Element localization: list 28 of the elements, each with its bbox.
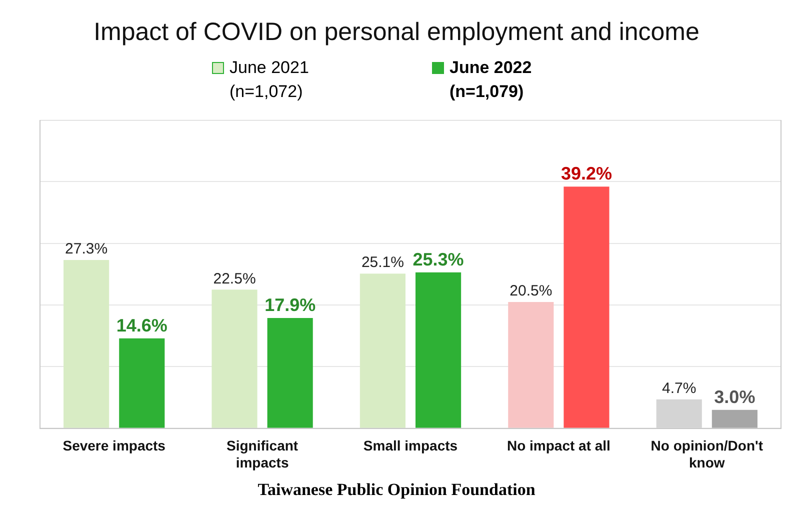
data-label: 14.6% [116, 315, 168, 336]
data-label: 22.5% [213, 270, 256, 288]
x-tick-label: Significant impacts [226, 438, 298, 470]
data-label: 3.0% [714, 386, 756, 407]
data-label: 20.5% [510, 282, 552, 300]
bar [416, 272, 462, 428]
data-label: 25.1% [361, 254, 404, 272]
bar [564, 186, 610, 428]
legend-label: June 2022 (n=1,079) [450, 57, 533, 103]
x-tick-label: No impact at all [506, 438, 610, 454]
data-label: 17.9% [264, 294, 316, 315]
data-label: 4.7% [662, 380, 696, 398]
x-tick-label: No opinion/Don't know [650, 438, 764, 470]
data-label: 27.3% [65, 240, 108, 258]
bar [119, 338, 165, 428]
data-label: 39.2% [560, 164, 612, 184]
bar [64, 260, 110, 428]
x-tick-label: Small impacts [363, 438, 458, 454]
data-label: 25.3% [412, 249, 464, 270]
bar [212, 290, 258, 428]
bar [267, 318, 313, 428]
x-tick-label: Severe impacts [62, 438, 166, 454]
text: Taiwanese Public Opinion Foundation [256, 480, 536, 500]
legend-label: June 2021 (n=1,072) [230, 57, 310, 103]
chart-title: Impact of COVID on personal employment and income [92, 17, 700, 48]
bar [712, 410, 758, 428]
bar [360, 274, 406, 428]
bar [508, 302, 554, 428]
